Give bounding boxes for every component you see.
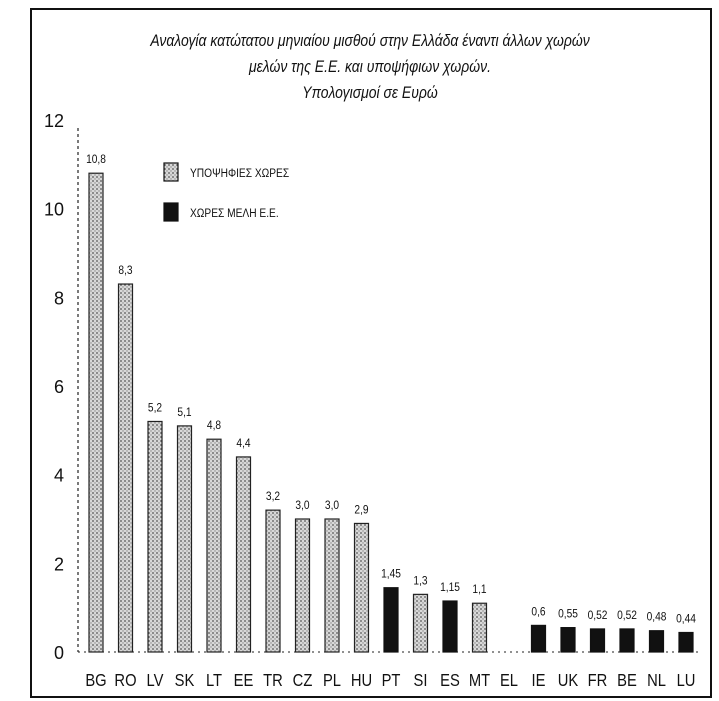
legend-swatch-member [164, 203, 178, 221]
bar-value-label: 8,3 [118, 264, 132, 277]
bar-value-label: 0,55 [558, 608, 578, 621]
y-tick-label: 4 [54, 466, 64, 486]
x-tick-label: LT [206, 671, 222, 691]
bar-si [414, 594, 428, 652]
x-tick-label: FR [588, 671, 608, 691]
x-tick-label: IE [532, 671, 546, 691]
y-tick-label: 0 [54, 643, 64, 663]
bar-value-label: 5,2 [148, 402, 162, 415]
bar-ro [119, 284, 133, 652]
bar-value-label: 3,2 [266, 490, 280, 503]
bar-value-label: 10,8 [86, 154, 106, 167]
bar-lt [207, 439, 221, 652]
y-tick-label: 12 [44, 111, 64, 131]
bar-value-label: 3,0 [325, 499, 339, 512]
x-tick-label: MT [469, 671, 490, 691]
bar-hu [355, 523, 369, 652]
bar-value-label: 0,6 [531, 606, 545, 619]
bar-ie [532, 625, 546, 652]
bar-ee [237, 457, 251, 652]
bar-cz [296, 519, 310, 652]
bar-fr [591, 629, 605, 652]
x-tick-label: PL [323, 671, 341, 691]
bar-value-label: 0,48 [647, 611, 667, 624]
bar-bg [89, 173, 103, 652]
bar-value-label: 3,0 [295, 499, 309, 512]
legend-swatch-candidate [164, 163, 178, 181]
x-tick-label: EE [234, 671, 254, 691]
bar-tr [266, 510, 280, 652]
legend-label: ΧΩΡΕΣ ΜΕΛΗ Ε.Ε. [190, 207, 279, 220]
bar-value-label: 1,45 [381, 568, 401, 581]
bar-pl [325, 519, 339, 652]
bar-pt [384, 588, 398, 652]
bar-nl [650, 631, 664, 652]
x-tick-label: ES [440, 671, 460, 691]
bar-uk [561, 628, 575, 652]
bar-value-label: 4,8 [207, 420, 221, 433]
y-tick-label: 6 [54, 377, 64, 397]
bar-sk [178, 426, 192, 652]
bar-value-label: 1,3 [413, 575, 427, 588]
y-tick-label: 8 [54, 288, 64, 308]
bar-value-label: 4,4 [236, 437, 250, 450]
x-tick-label: HU [351, 671, 372, 691]
bar-lv [148, 421, 162, 652]
x-tick-label: UK [558, 671, 579, 691]
legend-label: ΥΠΟΨΗΦΙΕΣ ΧΩΡΕΣ [190, 167, 289, 180]
bar-value-label: 0,52 [617, 609, 637, 622]
bar-value-label: 1,1 [472, 584, 486, 597]
x-tick-label: CZ [293, 671, 313, 691]
bar-be [620, 629, 634, 652]
bar-value-label: 0,44 [676, 613, 696, 626]
x-tick-label: SK [175, 671, 195, 691]
x-tick-label: BG [85, 671, 106, 691]
x-tick-label: NL [647, 671, 666, 691]
bar-value-label: 1,15 [440, 581, 460, 594]
x-tick-label: RO [114, 671, 136, 691]
bar-lu [679, 632, 693, 652]
x-tick-label: EL [500, 671, 518, 691]
x-tick-label: BE [617, 671, 637, 691]
y-tick-label: 2 [54, 554, 64, 574]
bar-mt [473, 603, 487, 652]
y-tick-label: 10 [44, 200, 64, 220]
x-tick-label: SI [414, 671, 428, 691]
x-tick-label: LV [147, 671, 164, 691]
x-tick-label: TR [263, 671, 283, 691]
bar-value-label: 5,1 [177, 406, 191, 419]
bar-value-label: 2,9 [354, 504, 368, 517]
x-tick-label: PT [382, 671, 401, 691]
x-tick-label: LU [677, 671, 696, 691]
bar-value-label: 0,52 [588, 609, 608, 622]
bar-es [443, 601, 457, 652]
